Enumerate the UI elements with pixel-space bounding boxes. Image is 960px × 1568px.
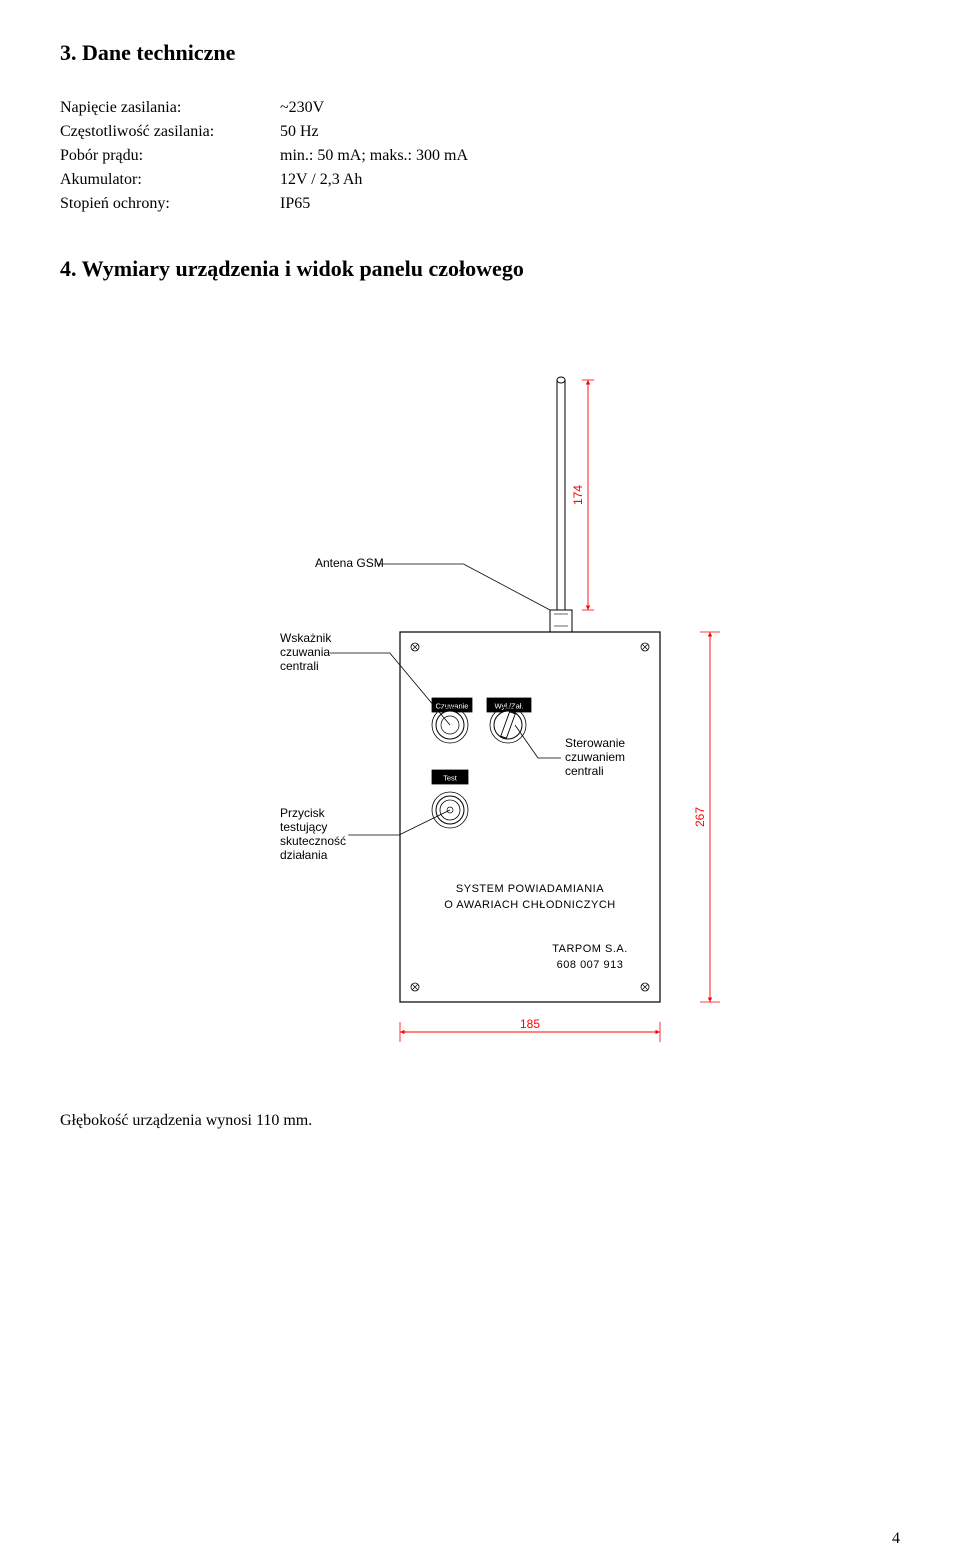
svg-text:centrali: centrali xyxy=(565,764,604,778)
spec-label: Napięcie zasilania: xyxy=(60,96,280,120)
svg-text:Sterowanie: Sterowanie xyxy=(565,736,625,750)
spec-value: ~230V xyxy=(280,96,900,120)
svg-text:TARPOM S.A.: TARPOM S.A. xyxy=(552,943,628,955)
svg-text:267: 267 xyxy=(693,807,707,827)
svg-text:SYSTEM POWIADAMIANIA: SYSTEM POWIADAMIANIA xyxy=(456,883,604,895)
svg-text:testujący: testujący xyxy=(280,820,327,834)
svg-text:Antena GSM: Antena GSM xyxy=(315,556,384,570)
spec-label: Akumulator: xyxy=(60,168,280,192)
spec-row: Akumulator: 12V / 2,3 Ah xyxy=(60,168,900,192)
svg-text:czuwania: czuwania xyxy=(280,645,330,659)
svg-text:skuteczność: skuteczność xyxy=(280,834,346,848)
page-number: 4 xyxy=(892,1530,900,1548)
svg-text:działania: działania xyxy=(280,848,328,862)
section3-heading: 3. Dane techniczne xyxy=(60,40,900,66)
svg-text:608 007 913: 608 007 913 xyxy=(557,959,624,971)
svg-text:O AWARIACH CHŁODNICZYCH: O AWARIACH CHŁODNICZYCH xyxy=(444,899,615,911)
spec-value: IP65 xyxy=(280,192,900,216)
svg-text:174: 174 xyxy=(571,485,585,505)
svg-text:185: 185 xyxy=(520,1017,540,1031)
svg-text:Przycisk: Przycisk xyxy=(280,806,326,820)
diagram-container: 45457060CzuwanieWył./Zał.TestSYSTEM POWI… xyxy=(60,312,900,1072)
svg-text:centrali: centrali xyxy=(280,659,319,673)
svg-text:Wskażnik: Wskażnik xyxy=(280,631,332,645)
svg-text:Czuwanie: Czuwanie xyxy=(436,702,469,711)
spec-row: Pobór prądu: min.: 50 mA; maks.: 300 mA xyxy=(60,144,900,168)
section4-heading: 4. Wymiary urządzenia i widok panelu czo… xyxy=(60,256,900,282)
spec-row: Napięcie zasilania: ~230V xyxy=(60,96,900,120)
spec-value: 50 Hz xyxy=(280,120,900,144)
spec-value: 12V / 2,3 Ah xyxy=(280,168,900,192)
spec-row: Częstotliwość zasilania: 50 Hz xyxy=(60,120,900,144)
panel-diagram: 45457060CzuwanieWył./Zał.TestSYSTEM POWI… xyxy=(170,312,790,1072)
spec-value: min.: 50 mA; maks.: 300 mA xyxy=(280,144,900,168)
spec-label: Pobór prądu: xyxy=(60,144,280,168)
spec-label: Stopień ochrony: xyxy=(60,192,280,216)
spec-row: Stopień ochrony: IP65 xyxy=(60,192,900,216)
spec-label: Częstotliwość zasilania: xyxy=(60,120,280,144)
spec-table: Napięcie zasilania: ~230V Częstotliwość … xyxy=(60,96,900,216)
svg-text:Test: Test xyxy=(443,774,458,783)
svg-text:czuwaniem: czuwaniem xyxy=(565,750,625,764)
depth-note: Głębokość urządzenia wynosi 110 mm. xyxy=(60,1112,900,1130)
